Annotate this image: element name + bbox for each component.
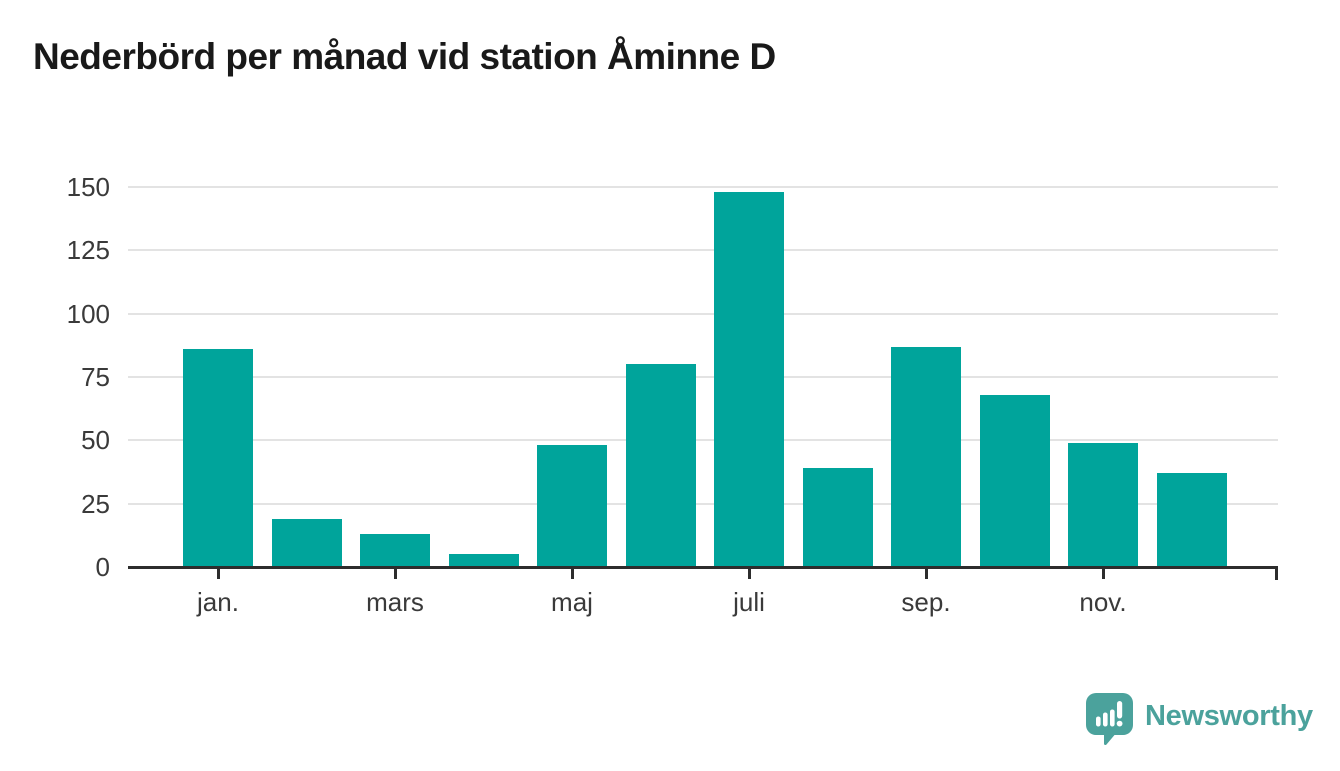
x-tick-label-mars: mars: [366, 587, 424, 617]
gridline-100: [128, 312, 1278, 315]
x-axis-end-tick: [1275, 566, 1278, 580]
bar-aug: [802, 468, 873, 567]
x-tick-maj: [570, 569, 574, 579]
bar-jan: [183, 349, 253, 567]
x-tick-label-sep: sep.: [901, 587, 951, 617]
y-tick-label-150: 150: [66, 172, 110, 202]
y-tick-label-100: 100: [66, 298, 110, 329]
bar-juli: [714, 192, 784, 567]
y-tick-label-50: 50: [81, 425, 110, 456]
x-axis-line: [128, 566, 1278, 569]
y-tick-label-125: 125: [66, 235, 110, 266]
bar-apr: [448, 554, 519, 567]
x-tick-label-juli: juli: [733, 587, 765, 617]
y-tick-label-25: 25: [81, 488, 110, 519]
gridline-25: [128, 502, 1278, 505]
x-tick-mars: [393, 569, 397, 579]
x-tick-label-nov: nov.: [1079, 587, 1127, 617]
bar-okt: [979, 394, 1050, 567]
bar-nov: [1068, 442, 1138, 567]
plot-area: 0 25 50 75 100 125 150 jan. mars maj juli sep. nov.: [67, 174, 1278, 617]
bar-maj: [537, 445, 607, 567]
x-tick-sep: [924, 569, 928, 579]
gridline-75: [128, 376, 1278, 378]
gridline-150: [128, 186, 1278, 188]
x-tick-jan: [216, 569, 220, 579]
newsworthy-logo: Newsworthy: [1086, 693, 1313, 746]
y-tick-label-0: 0: [95, 552, 110, 582]
bar-juni: [625, 364, 696, 567]
newsworthy-wordmark: Newsworthy: [1145, 700, 1313, 732]
chart-title: Nederbörd per månad vid station Åminne D: [33, 36, 776, 77]
bar-dec: [1156, 473, 1227, 567]
bar-sep: [891, 346, 961, 567]
x-tick-label-maj: maj: [551, 587, 593, 617]
x-tick-juli: [747, 569, 751, 579]
y-tick-label-75: 75: [81, 362, 110, 392]
gridline-125: [128, 249, 1278, 252]
newsworthy-chart-bubble-icon: [1086, 693, 1133, 746]
bar-feb: [271, 518, 342, 567]
bar-mars: [360, 534, 430, 567]
gridline-50: [128, 439, 1278, 442]
x-tick-label-jan: jan.: [197, 587, 239, 617]
x-tick-nov: [1101, 569, 1105, 579]
